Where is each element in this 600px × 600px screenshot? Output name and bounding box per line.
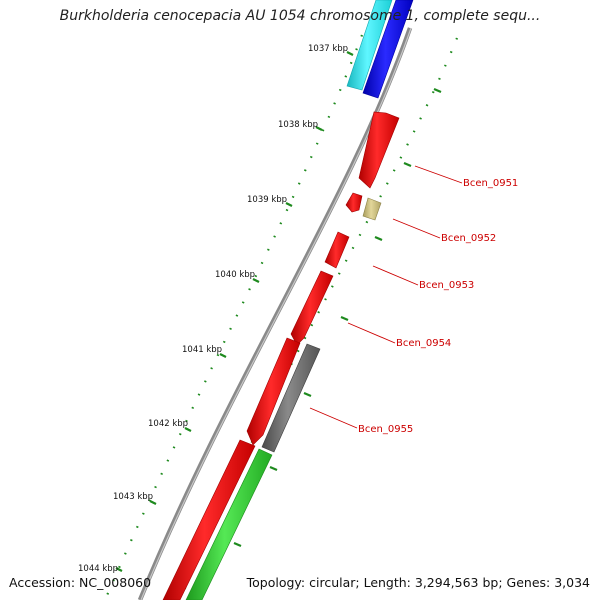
scale-label-1037: 1037 kbp: [308, 44, 348, 54]
scale-label-1038: 1038 kbp: [278, 120, 318, 130]
cds-feature-red-long-2: [162, 439, 256, 600]
cds-feature-bcen-0955: [261, 343, 321, 453]
gene-label-bcen-0955[interactable]: Bcen_0955: [358, 424, 413, 435]
gene-label-bcen-0952[interactable]: Bcen_0952: [441, 233, 496, 244]
cds-feature-blue: [362, 0, 414, 99]
map-title: Burkholderia cenocepacia AU 1054 chromos…: [59, 8, 541, 24]
chromosome-backbone-highlight: [140, 27, 412, 600]
scale-dotted-arc-outer: [178, 37, 459, 600]
scale-label-1044: 1044 kbp: [78, 564, 118, 574]
cds-feature-bcen-0951: [358, 111, 400, 189]
gene-label-bcen-0954[interactable]: Bcen_0954: [396, 338, 451, 349]
cds-feature-cyan: [346, 0, 393, 91]
cds-feature-bcen-0954: [290, 270, 334, 346]
scale-label-1039: 1039 kbp: [247, 195, 287, 205]
label-leader-lines: [309, 165, 463, 429]
major-ticks-inner: [115, 51, 354, 572]
cds-feature-bcen-0952: [345, 192, 363, 213]
scale-label-1041: 1041 kbp: [182, 345, 222, 355]
scale-label-1040: 1040 kbp: [215, 270, 255, 280]
chromosome-backbone: [137, 27, 413, 600]
accession-text: Accession: NC_008060: [9, 575, 152, 590]
gene-label-bcen-0951[interactable]: Bcen_0951: [463, 178, 518, 189]
gene-label-bcen-0953[interactable]: Bcen_0953: [419, 280, 474, 291]
major-ticks-outer: [233, 87, 442, 548]
topology-length-genes-text: Topology: circular; Length: 3,294,563 bp…: [246, 575, 590, 590]
cds-feature-green: [185, 448, 273, 600]
scale-label-1042: 1042 kbp: [148, 419, 188, 429]
cds-feature-red-long-1: [246, 337, 301, 446]
scale-label-1043: 1043 kbp: [113, 492, 153, 502]
cds-feature-khaki: [362, 197, 382, 221]
cds-feature-bcen-0953: [324, 231, 350, 269]
